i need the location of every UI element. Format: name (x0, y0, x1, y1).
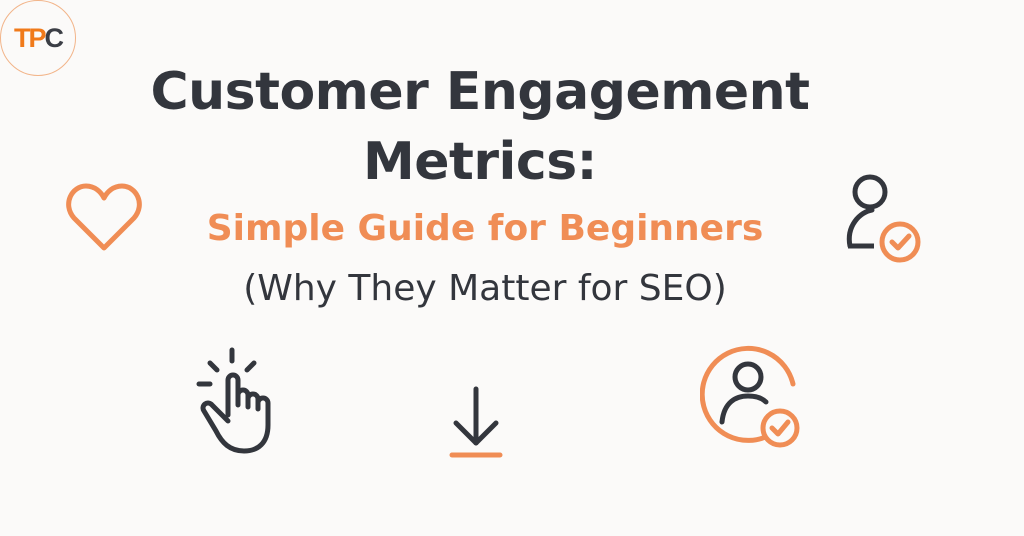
tpc-logo: TP C (0, 0, 76, 76)
user-check-icon (846, 174, 921, 263)
download-icon (449, 386, 503, 458)
title-line-1: Customer Engagement (150, 62, 810, 122)
heart-icon (66, 183, 142, 251)
subtitle: Simple Guide for Beginners (206, 208, 764, 249)
tagline: (Why They Matter for SEO) (243, 268, 727, 309)
title-line-2: Metrics: (363, 132, 597, 192)
click-hand-icon (196, 347, 271, 454)
user-circle-check-icon (700, 345, 800, 448)
